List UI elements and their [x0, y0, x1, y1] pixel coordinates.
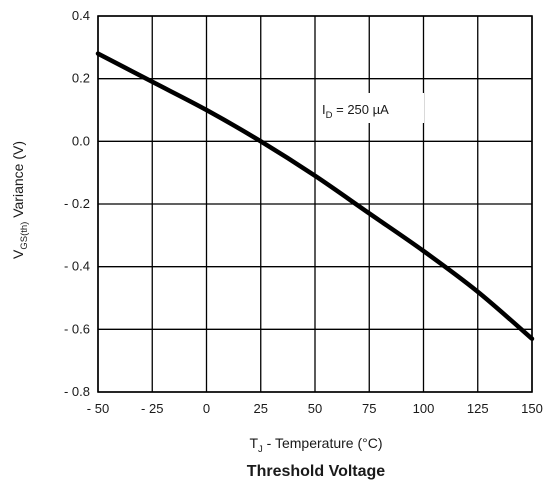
- x-tick-label: 50: [308, 401, 322, 416]
- x-tick-label: 125: [467, 401, 489, 416]
- plot-frame: [97, 15, 533, 393]
- y-tick-label: 0.4: [72, 8, 90, 23]
- x-tick-label: 0: [203, 401, 210, 416]
- annotation-text: ID = 250 µA: [322, 102, 389, 121]
- chart-title: Threshold Voltage: [247, 463, 385, 480]
- grid: [97, 15, 533, 393]
- annotation-background: [316, 93, 424, 123]
- annotation: ID = 250 µA: [316, 93, 424, 123]
- x-axis-label: TJ - Temperature (°C): [249, 435, 382, 455]
- x-tick-label: - 25: [141, 401, 163, 416]
- y-tick-label: 0.2: [72, 71, 90, 86]
- y-tick-label: - 0.2: [64, 196, 90, 211]
- y-tick-label: - 0.6: [64, 321, 90, 336]
- x-tick-label: 25: [254, 401, 268, 416]
- series-line-0: [95, 51, 535, 341]
- y-tick-label: 0.0: [72, 133, 90, 148]
- y-axis-label: VGS(th) Variance (V): [10, 141, 30, 259]
- x-tick-label: 150: [521, 401, 543, 416]
- y-tick-label: - 0.4: [64, 259, 90, 274]
- series-layer: [95, 51, 535, 341]
- y-tick-labels: 0.4 0.2 0.0 - 0.2 - 0.4 - 0.6 - 0.8: [64, 8, 90, 399]
- x-tick-label: 75: [362, 401, 376, 416]
- x-tick-label: - 50: [87, 401, 109, 416]
- x-tick-label: 100: [413, 401, 435, 416]
- x-tick-labels: - 50 - 25 0 25 50 75 100 125 150: [87, 401, 543, 416]
- y-tick-label: - 0.8: [64, 384, 90, 399]
